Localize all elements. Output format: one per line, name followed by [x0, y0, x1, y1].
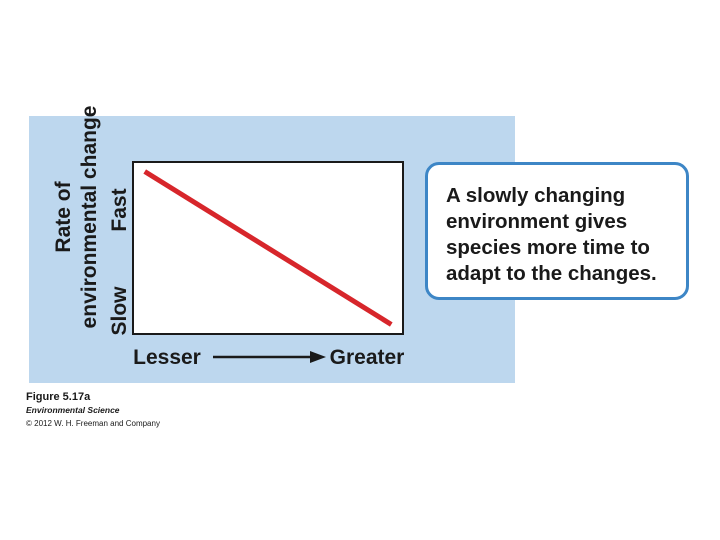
- y-tick-slow: Slow: [108, 286, 131, 336]
- figure-number: Figure 5.17a: [26, 391, 91, 403]
- series-line: [143, 169, 393, 327]
- y-axis-label-line-2: environmental change: [78, 106, 101, 329]
- x-tick-lesser: Lesser: [133, 346, 201, 369]
- y-axis-label-line-1: Rate of: [52, 180, 75, 252]
- x-tick-greater: Greater: [330, 346, 405, 369]
- book-title: Environmental Science: [26, 405, 120, 415]
- x-axis-arrow: [213, 351, 326, 363]
- callout-box: A slowly changing environment gives spec…: [425, 162, 689, 300]
- y-axis-label-group: Rate of environmental change: [52, 106, 101, 329]
- copyright: © 2012 W. H. Freeman and Company: [26, 419, 160, 428]
- callout-text: A slowly changing environment gives spec…: [446, 184, 657, 285]
- y-tick-fast: Fast: [108, 188, 131, 231]
- figure-caption: Figure 5.17a Environmental Science © 201…: [26, 391, 160, 430]
